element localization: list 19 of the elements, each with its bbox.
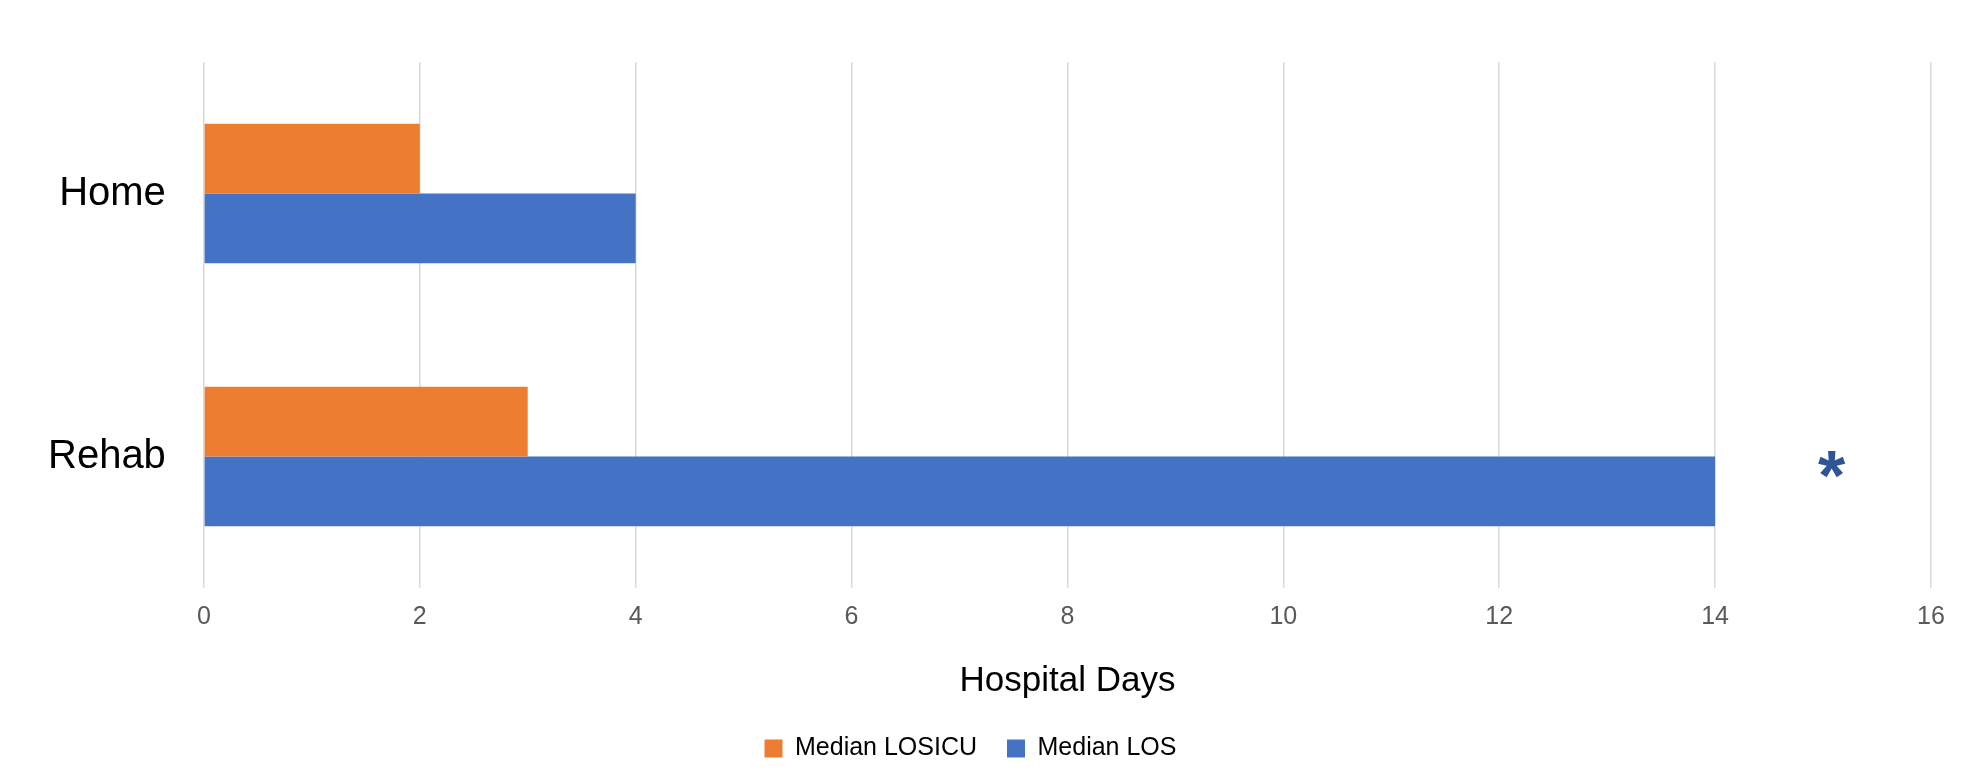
x-axis-title: Hospital Days: [959, 658, 1176, 698]
x-tick-label: 6: [844, 600, 859, 629]
x-tick-label: 16: [1917, 600, 1945, 629]
x-tick-label: 4: [628, 600, 643, 629]
legend-label: Median LOSICU: [795, 732, 978, 761]
x-tick-label: 12: [1485, 600, 1514, 629]
x-tick-label: 0: [196, 600, 211, 629]
bar: [204, 456, 1716, 527]
bar: [204, 193, 636, 264]
legend-label: Median LOS: [1037, 732, 1177, 761]
x-tick-label: 8: [1060, 600, 1075, 629]
x-tick-label: 14: [1701, 600, 1730, 629]
bar: [204, 386, 528, 457]
annotation: *: [1818, 436, 1847, 515]
y-tick-label: Rehab: [48, 431, 166, 476]
bar: [204, 123, 420, 194]
y-tick-label: Home: [59, 168, 166, 213]
x-tick-label: 10: [1269, 600, 1298, 629]
x-tick-label: 2: [412, 600, 427, 629]
